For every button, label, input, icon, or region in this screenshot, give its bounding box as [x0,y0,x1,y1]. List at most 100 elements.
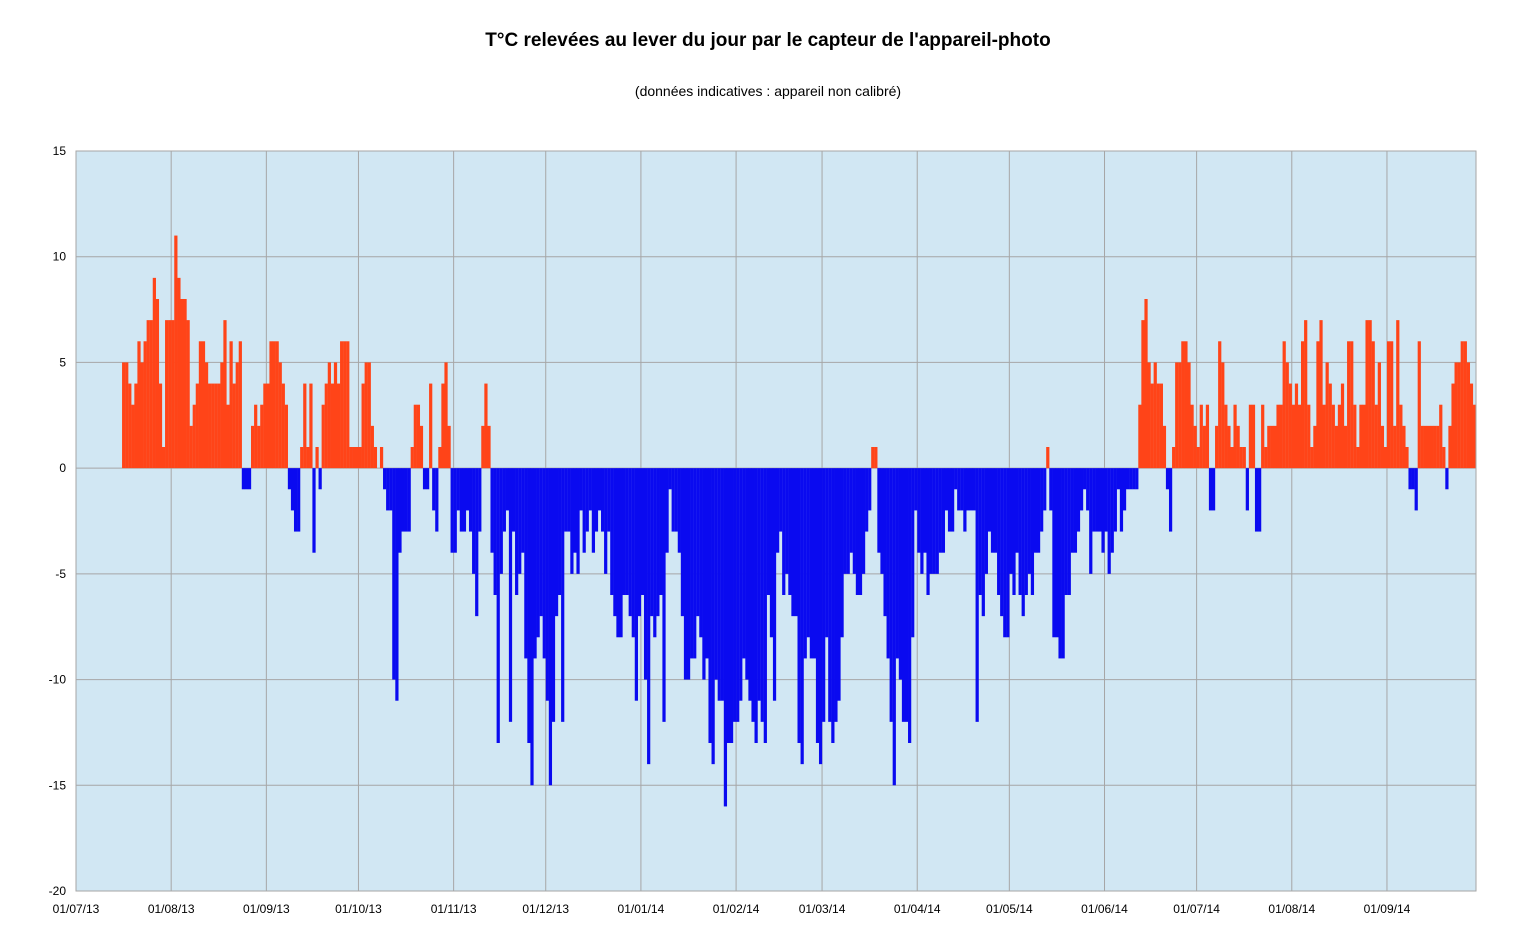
temperature-bar [1116,468,1121,490]
temperature-bar [1006,468,1010,638]
temperature-bar [726,468,731,743]
temperature-bar [1448,425,1452,469]
temperature-bar [1251,404,1256,469]
temperature-bar [1190,404,1194,469]
temperature-bar [511,468,516,532]
temperature-bar [1445,468,1449,490]
temperature-bar [1033,468,1038,553]
temperature-bar [1353,404,1357,469]
temperature-bar [542,468,546,659]
temperature-bar [1165,468,1170,490]
temperature-bar [1429,425,1434,469]
temperature-bar [1015,468,1019,553]
temperature-bar [926,468,930,595]
temperature-bar [1064,468,1068,595]
temperature-bar [1374,404,1378,469]
temperature-bar [868,468,872,511]
temperature-bar [238,341,242,469]
temperature-bar [1012,468,1016,595]
temperature-bar [244,468,249,490]
x-tick-label: 01/03/14 [799,902,846,916]
temperature-bar [247,468,252,490]
temperature-bar [1196,447,1200,469]
temperature-bar [935,468,939,574]
temperature-bar [561,468,565,722]
temperature-bar [125,362,129,469]
x-tick-label: 01/07/14 [1173,902,1220,916]
temperature-bar [1313,425,1317,469]
temperature-bar [1079,468,1084,511]
temperature-bar [189,425,193,469]
temperature-bar [1426,425,1431,469]
temperature-bar [1000,468,1004,617]
temperature-bar [524,468,528,659]
temperature-bar [251,425,255,469]
temperature-bar [591,468,596,553]
temperature-bar [149,320,153,469]
temperature-bar [858,468,863,595]
temperature-bar [914,468,918,511]
temperature-bar [1132,468,1136,490]
temperature-bar [1285,362,1289,469]
temperature-bar [444,362,448,469]
temperature-bar [1119,468,1124,532]
temperature-bar [1156,383,1160,469]
temperature-bar [769,468,774,638]
temperature-bar [269,341,273,469]
x-tick-label: 01/11/13 [431,902,477,916]
temperature-bar [364,362,368,469]
temperature-bar [947,468,952,532]
y-axis-tick-labels: 15 10 5 0 -5 -10 -15 -20 [49,144,67,898]
temperature-bar [1141,320,1145,469]
temperature-bar [484,383,488,469]
x-tick-label: 01/05/14 [986,902,1033,916]
temperature-bar [229,341,233,469]
temperature-bar [938,468,942,553]
temperature-bar [346,341,350,469]
temperature-bar [1248,404,1253,469]
temperature-bar [278,362,282,469]
temperature-bar [1187,362,1191,469]
temperature-bar [908,468,912,743]
temperature-bar [766,468,771,595]
temperature-bar [1193,425,1197,469]
temperature-bar [1107,468,1111,574]
temperature-bar [665,468,669,553]
temperature-bar [782,468,786,595]
temperature-bar [1245,468,1249,511]
temperature-bar [951,468,955,532]
temperature-bar [214,383,218,469]
temperature-bar [825,468,829,638]
temperature-bar [1273,425,1277,469]
temperature-bar [395,468,399,701]
y-tick-label: -10 [49,673,67,687]
temperature-bar [1337,404,1342,469]
temperature-bar [456,468,460,511]
temperature-bar [650,468,654,617]
temperature-bar [852,468,856,574]
temperature-bar [582,468,586,553]
temperature-bar [613,468,617,617]
temperature-bar [1356,447,1360,469]
temperature-bar [610,468,614,595]
temperature-bar [901,468,906,722]
temperature-bar [779,468,783,532]
temperature-bar [702,468,706,680]
temperature-bar [1070,468,1074,553]
temperature-bar [453,468,457,553]
temperature-bar [407,468,411,532]
temperature-bar [1328,383,1332,469]
temperature-bar [379,447,384,469]
temperature-bar [508,468,513,722]
temperature-bar [518,468,522,574]
x-tick-label: 01/08/14 [1268,902,1315,916]
temperature-bar [300,447,304,469]
temperature-bar [1423,425,1428,469]
chart-subtitle: (données indicatives : appareil non cali… [634,83,902,99]
temperature-bar [361,383,365,469]
temperature-bar [1405,447,1409,469]
chart-title: T°C relevées au lever du jour par le cap… [485,30,1051,51]
temperature-bar [683,468,688,680]
temperature-bar [1258,468,1262,532]
x-tick-label: 01/09/14 [1364,902,1411,916]
